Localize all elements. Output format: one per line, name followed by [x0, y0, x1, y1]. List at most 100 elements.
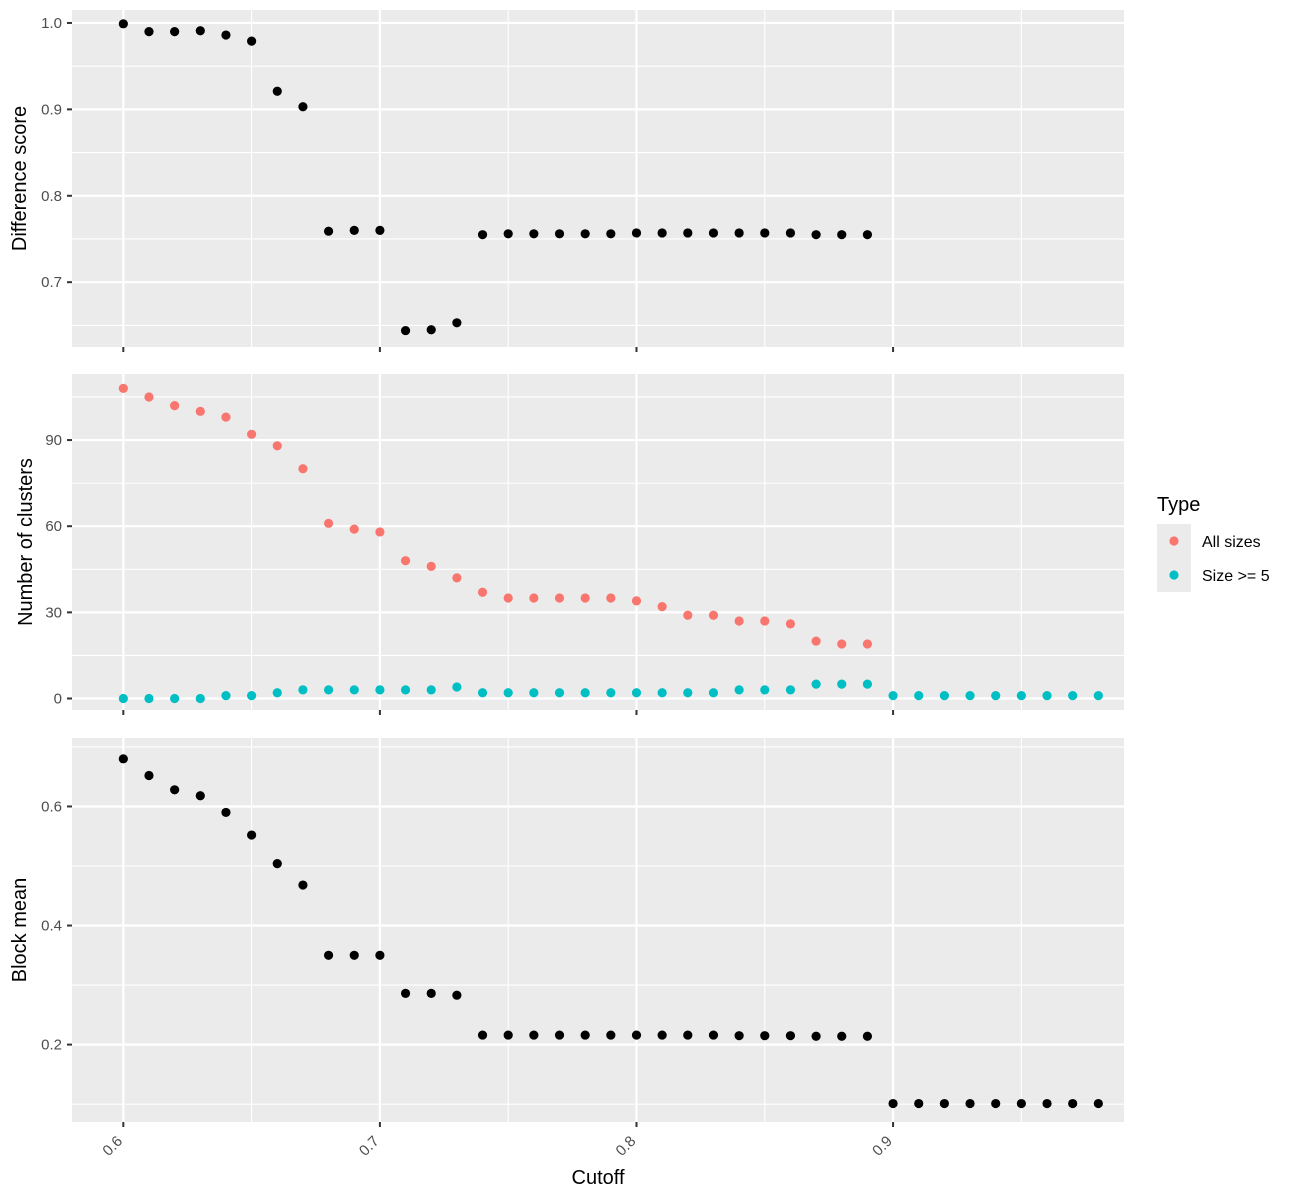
data-point: [298, 880, 308, 890]
data-point: [144, 770, 154, 781]
data-point: [118, 383, 128, 393]
data-point: [811, 636, 821, 646]
data-point: [298, 685, 308, 695]
data-point: [221, 412, 231, 422]
data-point: [375, 225, 385, 235]
data-point: [760, 1031, 770, 1041]
y-axis-title: Number of clusters: [15, 458, 37, 626]
data-point: [631, 688, 642, 698]
data-point: [785, 619, 796, 629]
data-point: [529, 593, 539, 603]
data-point: [837, 230, 847, 240]
data-point: [606, 593, 616, 603]
data-point: [734, 616, 744, 626]
data-point: [862, 639, 873, 649]
data-point: [631, 596, 642, 606]
data-point: [683, 610, 693, 620]
y-tick-label: 0.2: [41, 1037, 62, 1054]
data-point: [195, 406, 205, 416]
panel-background: [72, 10, 1124, 347]
data-point: [811, 230, 821, 240]
data-point: [1042, 691, 1052, 701]
y-tick-label: 0.9: [41, 101, 62, 118]
data-point: [400, 988, 411, 999]
x-axis: 0.6 0.7 0.8 0.9: [99, 1133, 896, 1160]
x-tick-label: 0.9: [869, 1133, 896, 1160]
data-point: [503, 593, 513, 603]
data-point: [837, 679, 847, 689]
data-point: [529, 229, 539, 239]
data-point: [580, 593, 590, 603]
data-point: [170, 27, 180, 37]
x-axis-title: Cutoff: [572, 1167, 625, 1189]
data-point: [247, 36, 257, 46]
data-point: [452, 990, 462, 1000]
data-point: [529, 1030, 539, 1040]
data-point: [708, 228, 719, 238]
data-point: [1016, 691, 1026, 701]
data-point: [657, 688, 667, 698]
data-point: [760, 616, 770, 626]
data-point: [657, 602, 667, 612]
legend-label: Size >= 5: [1202, 568, 1270, 585]
data-point: [606, 1030, 616, 1040]
data-point: [1016, 1098, 1026, 1109]
chart-panels: 0.7 0.8 0.9 1.0 Difference score 0 30 60 90 Numbe…: [9, 10, 1124, 1127]
data-point: [400, 685, 411, 695]
data-point: [914, 691, 924, 701]
data-point: [683, 228, 693, 238]
data-point: [785, 1031, 796, 1041]
data-point: [323, 518, 334, 528]
data-point: [221, 30, 231, 40]
data-point: [272, 86, 282, 96]
data-point: [606, 229, 616, 239]
data-point: [221, 807, 231, 818]
data-point: [503, 229, 513, 239]
data-point: [298, 464, 308, 474]
data-point: [708, 610, 719, 620]
data-point: [323, 950, 334, 960]
data-point: [503, 688, 513, 698]
legend: Type All sizes Size >= 5: [1157, 494, 1270, 592]
data-point: [785, 228, 796, 238]
data-point: [862, 230, 873, 240]
data-point: [375, 527, 385, 537]
data-point: [349, 524, 359, 534]
y-tick-label: 1.0: [41, 15, 62, 32]
panel-difference-score: 0.7 0.8 0.9 1.0 Difference score: [9, 10, 1124, 352]
data-point: [247, 691, 257, 701]
legend-swatch: [1169, 570, 1179, 580]
data-point: [272, 859, 282, 869]
data-point: [400, 556, 411, 566]
data-point: [862, 1031, 873, 1041]
data-point: [888, 691, 898, 701]
data-point: [426, 685, 436, 695]
data-point: [195, 693, 205, 704]
panel-block-mean: 0.2 0.4 0.6 Block mean: [9, 738, 1124, 1127]
data-point: [477, 1030, 488, 1040]
data-point: [323, 226, 334, 236]
data-point: [221, 691, 231, 701]
data-point: [1093, 1098, 1103, 1109]
data-point: [144, 27, 154, 37]
data-point: [554, 229, 565, 239]
data-point: [734, 1031, 744, 1041]
data-point: [580, 688, 590, 698]
data-point: [734, 685, 744, 695]
data-point: [760, 228, 770, 238]
legend-swatch: [1169, 536, 1179, 546]
data-point: [939, 691, 949, 701]
data-point: [529, 688, 539, 698]
data-point: [452, 318, 462, 328]
y-axis-title: Difference score: [9, 106, 31, 251]
data-point: [503, 1030, 513, 1040]
data-point: [580, 1030, 590, 1040]
data-point: [837, 639, 847, 649]
data-point: [298, 102, 308, 112]
series-all-sizes: [118, 383, 873, 649]
data-point: [426, 988, 436, 999]
panel-number-of-clusters: 0 30 60 90 Number of clusters: [15, 374, 1124, 715]
series-points: [118, 19, 873, 336]
data-point: [170, 400, 180, 411]
data-point: [657, 228, 667, 238]
